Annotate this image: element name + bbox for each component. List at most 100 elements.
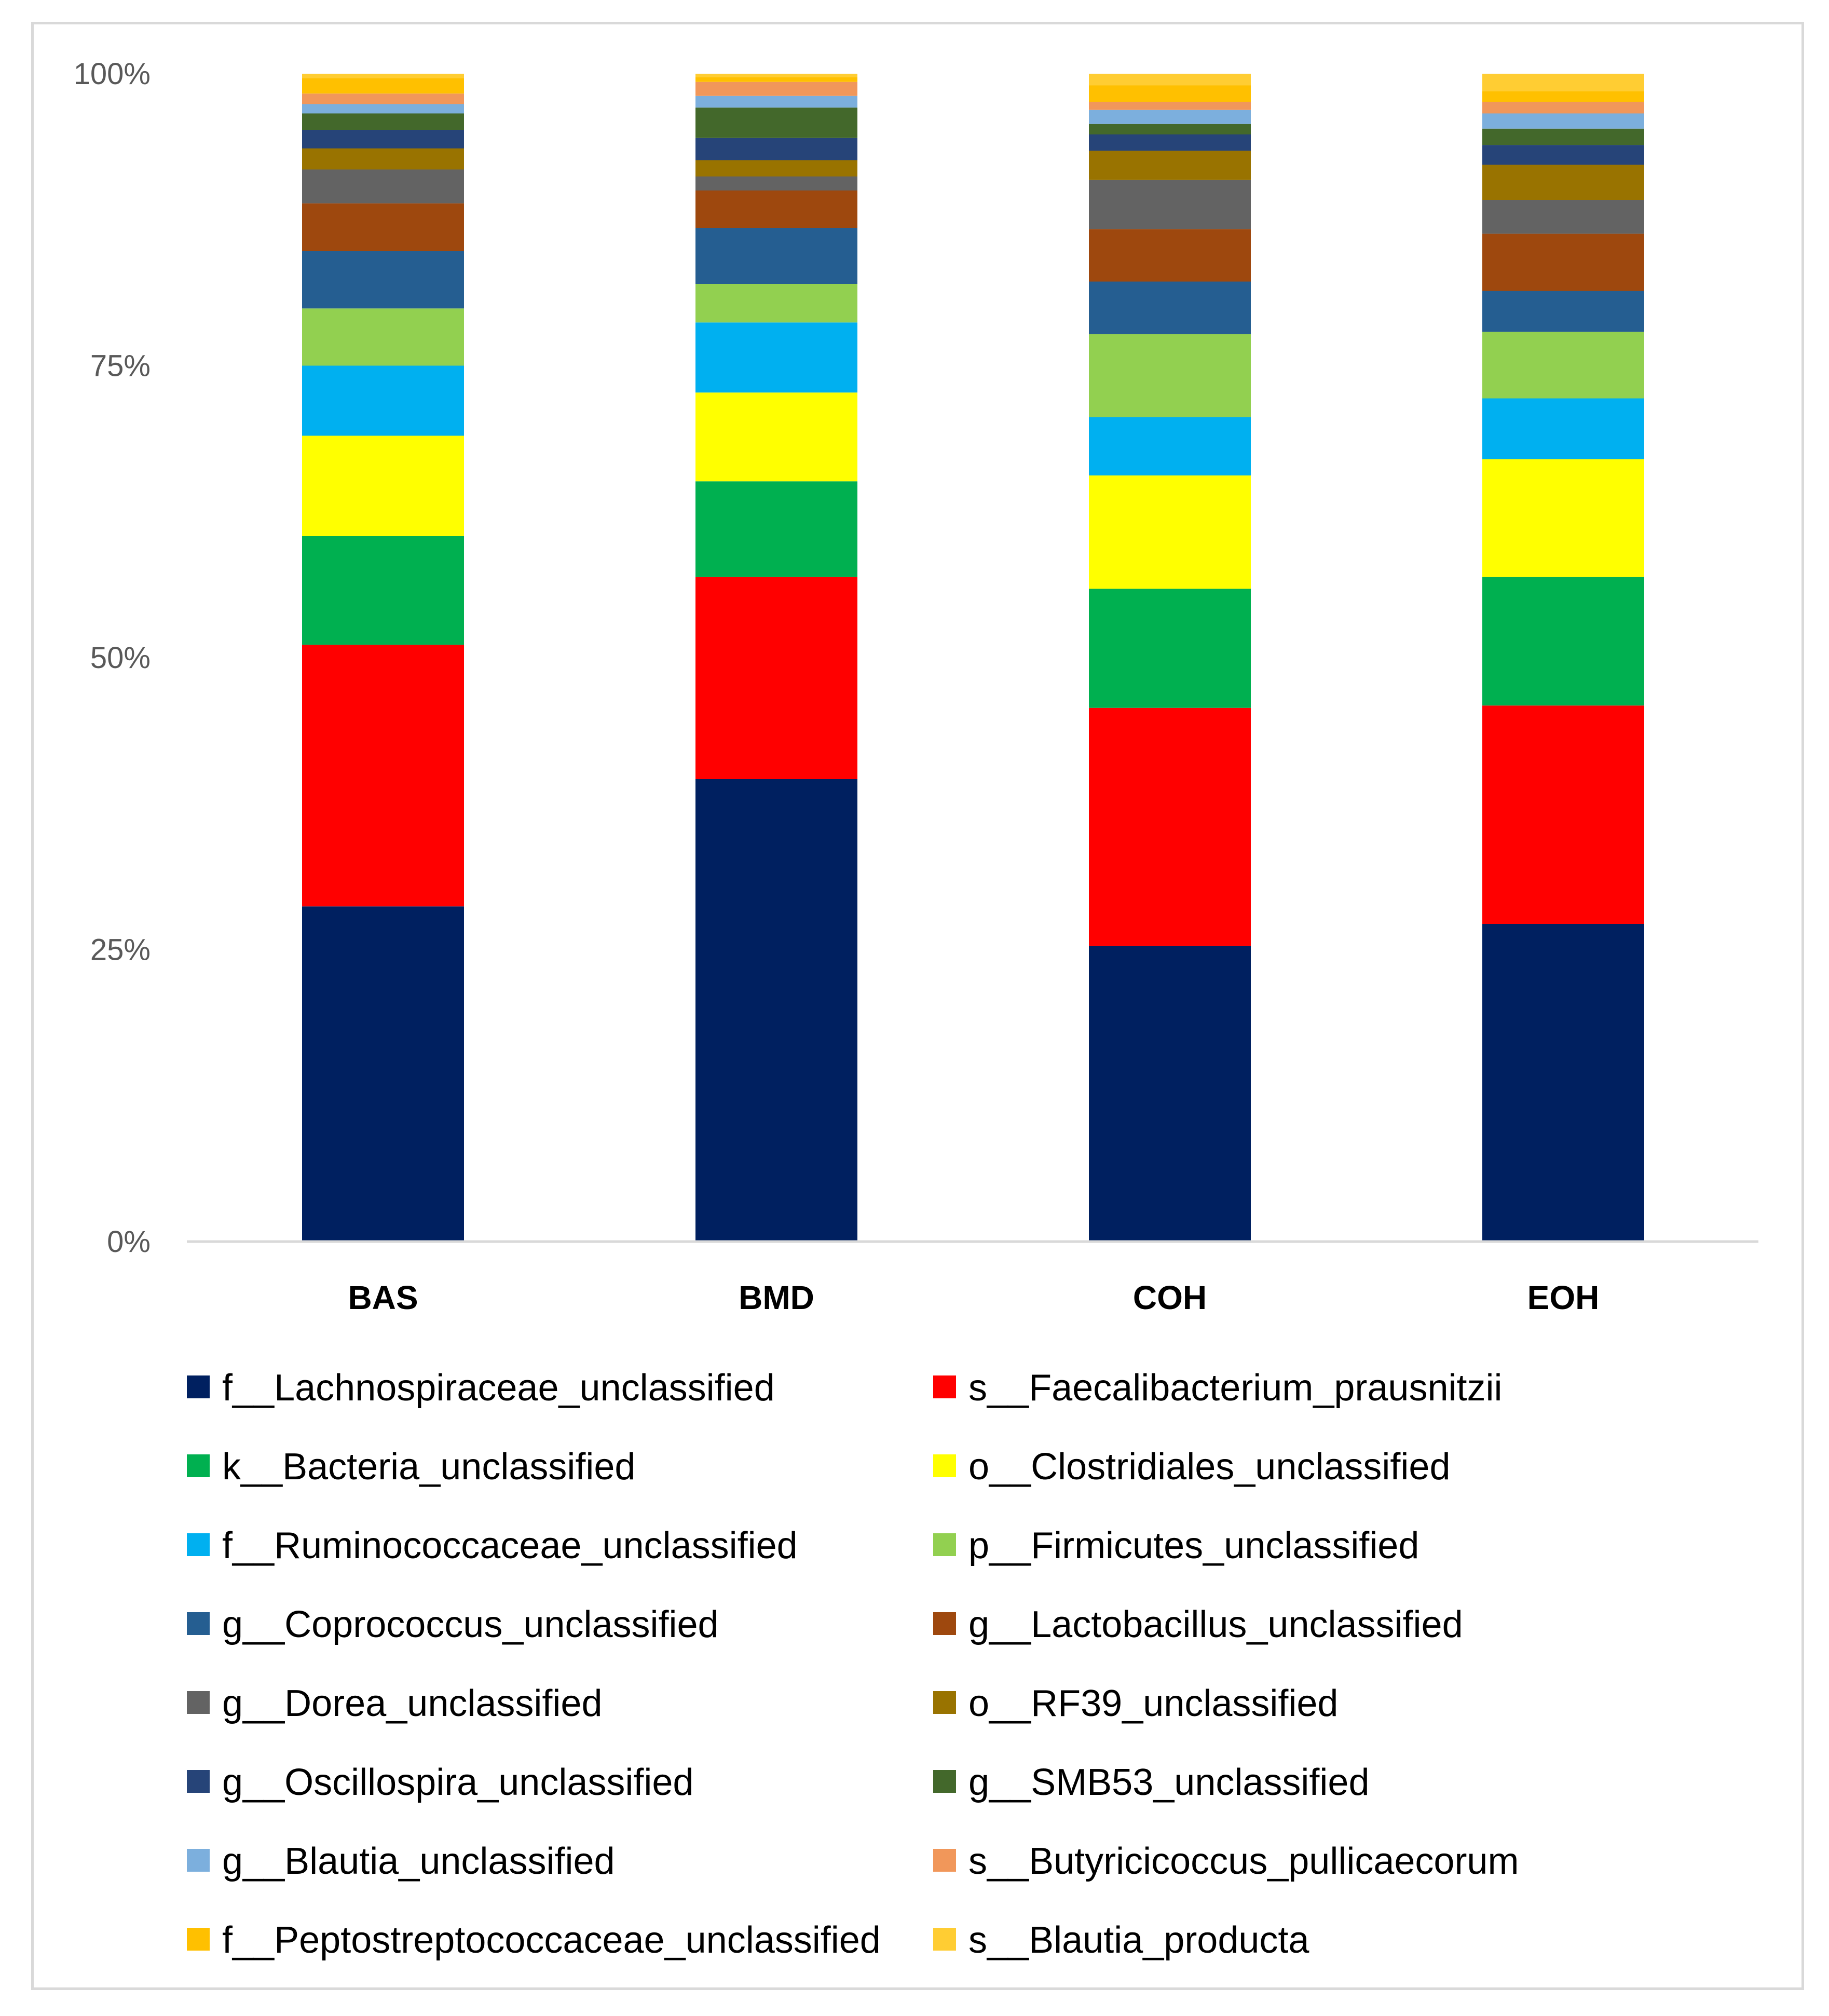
bar-segment	[695, 392, 857, 482]
bar-segment	[1482, 145, 1644, 165]
bar-segment	[695, 481, 857, 577]
bar-segment	[1089, 707, 1251, 946]
bar-segment	[695, 81, 857, 96]
legend-swatch	[187, 1375, 210, 1398]
legend-label: p__Firmicutes_unclassified	[968, 1525, 1419, 1567]
bar-segment	[1482, 398, 1644, 459]
bar-segment	[1089, 151, 1251, 180]
bar-segment	[1482, 291, 1644, 332]
x-axis-categories: BAS BMD COH EOH	[348, 1279, 1599, 1316]
x-category-label: EOH	[1527, 1279, 1600, 1316]
bar-segment	[1482, 91, 1644, 102]
legend-label: f__Ruminococcaceae_unclassified	[222, 1525, 798, 1567]
legend-swatch	[933, 1533, 956, 1556]
bar-segment	[302, 251, 464, 309]
bar-segment	[1482, 924, 1644, 1242]
bar-segment	[302, 308, 464, 366]
bar-segment	[1089, 589, 1251, 708]
bar-segment	[302, 645, 464, 907]
legend-swatch	[933, 1770, 956, 1793]
bar-segment	[1089, 475, 1251, 589]
bar-stack-eoh	[1482, 74, 1644, 1242]
bar-segment	[302, 130, 464, 148]
bar-segment	[1482, 234, 1644, 291]
bar-segment	[1482, 200, 1644, 234]
legend-label: g__Coprococcus_unclassified	[222, 1604, 719, 1645]
legend-swatch	[933, 1928, 956, 1951]
bar-segment	[302, 148, 464, 170]
bar-stack-coh	[1089, 74, 1251, 1242]
legend-item: f__Ruminococcaceae_unclassified	[187, 1525, 798, 1567]
bar-segment	[695, 228, 857, 284]
legend-label: g__SMB53_unclassified	[968, 1762, 1370, 1803]
legend-swatch	[187, 1533, 210, 1556]
bar-stack-bas	[302, 74, 464, 1242]
legend-swatch	[933, 1375, 956, 1398]
bar-segment	[695, 322, 857, 393]
bar-segment	[1482, 577, 1644, 706]
legend-item: s__Faecalibacterium_prausnitzii	[933, 1367, 1503, 1409]
y-tick-label: 0%	[107, 1225, 151, 1259]
bar-segment	[1089, 334, 1251, 417]
bar-segment	[1089, 417, 1251, 475]
legend-label: g__Lactobacillus_unclassified	[968, 1604, 1463, 1645]
legend-item: o__Clostridiales_unclassified	[933, 1446, 1451, 1488]
bar-segment	[302, 78, 464, 94]
y-tick-label: 75%	[90, 349, 151, 383]
bar-segment	[302, 169, 464, 203]
bar-segment	[302, 906, 464, 1242]
bar-segment	[1482, 459, 1644, 577]
bar-segment	[1089, 134, 1251, 151]
legend-swatch	[187, 1770, 210, 1793]
bar-segment	[302, 203, 464, 251]
legend-item: s__Butyricicoccus_pullicaecorum	[933, 1841, 1519, 1882]
legend-swatch	[187, 1928, 210, 1951]
legend-label: k__Bacteria_unclassified	[222, 1446, 635, 1488]
bar-segment	[695, 284, 857, 323]
bar-segment	[695, 176, 857, 190]
legend-label: s__Faecalibacterium_prausnitzii	[968, 1367, 1503, 1409]
legend-swatch	[187, 1612, 210, 1635]
legend-label: g__Oscillospira_unclassified	[222, 1762, 693, 1803]
legend-label: f__Peptostreptococcaceae_unclassified	[222, 1919, 881, 1961]
bar-segment	[302, 74, 464, 78]
legend-item: f__Peptostreptococcaceae_unclassified	[187, 1919, 881, 1961]
bar-segment	[1482, 165, 1644, 200]
y-tick-label: 50%	[90, 641, 151, 675]
bar-segment	[1482, 74, 1644, 91]
bar-segment	[1089, 229, 1251, 282]
bar-segment	[695, 190, 857, 228]
bar-segment	[302, 104, 464, 114]
bar-segment	[1089, 102, 1251, 110]
legend-item: g__Oscillospira_unclassified	[187, 1762, 693, 1803]
bar-segment	[302, 93, 464, 104]
legend-item: s__Blautia_producta	[933, 1919, 1309, 1961]
bar-segment	[1089, 946, 1251, 1242]
bar-segment	[302, 435, 464, 536]
bar-segment	[695, 107, 857, 138]
legend-label: s__Butyricicoccus_pullicaecorum	[968, 1841, 1519, 1882]
legend: f__Lachnospiraceae_unclassified s__Faecal…	[187, 1367, 1519, 1961]
legend-swatch	[933, 1612, 956, 1635]
bar-segment	[1089, 110, 1251, 124]
bar-segment	[695, 96, 857, 108]
bar-segment	[695, 160, 857, 176]
bar-segment	[695, 138, 857, 160]
x-category-label: BAS	[348, 1279, 418, 1316]
bar-segment	[1089, 85, 1251, 102]
bar-segment	[1482, 113, 1644, 129]
bar-segment	[695, 779, 857, 1242]
bar-segment	[302, 536, 464, 645]
legend-swatch	[187, 1691, 210, 1714]
legend-item: g__SMB53_unclassified	[933, 1762, 1370, 1803]
legend-item: p__Firmicutes_unclassified	[933, 1525, 1419, 1567]
legend-swatch	[187, 1454, 210, 1477]
bar-segment	[695, 577, 857, 779]
legend-label: o__RF39_unclassified	[968, 1683, 1338, 1724]
bar-segment	[1482, 705, 1644, 924]
bar-segment	[302, 365, 464, 436]
legend-item: k__Bacteria_unclassified	[187, 1446, 635, 1488]
legend-label: f__Lachnospiraceae_unclassified	[222, 1367, 775, 1409]
y-axis-ticks: 0% 25% 50% 75% 100%	[74, 57, 151, 1259]
